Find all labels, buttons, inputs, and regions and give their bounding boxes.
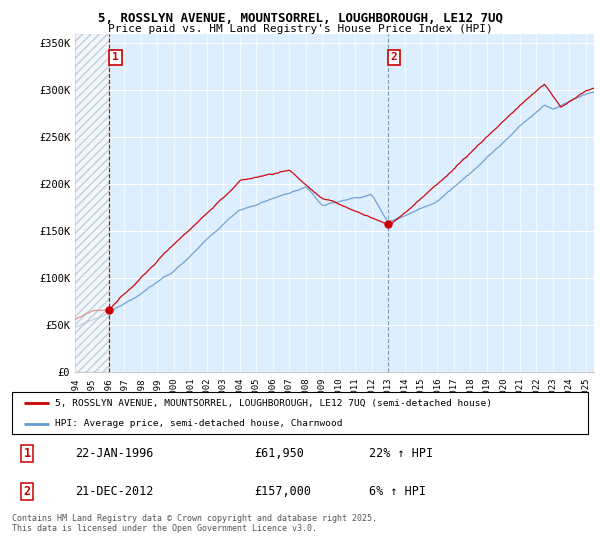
Text: 5, ROSSLYN AVENUE, MOUNTSORREL, LOUGHBOROUGH, LE12 7UQ: 5, ROSSLYN AVENUE, MOUNTSORREL, LOUGHBOR… <box>97 12 503 25</box>
Text: 5, ROSSLYN AVENUE, MOUNTSORREL, LOUGHBOROUGH, LE12 7UQ (semi-detached house): 5, ROSSLYN AVENUE, MOUNTSORREL, LOUGHBOR… <box>55 399 492 408</box>
Text: HPI: Average price, semi-detached house, Charnwood: HPI: Average price, semi-detached house,… <box>55 419 343 428</box>
Text: 22% ↑ HPI: 22% ↑ HPI <box>369 447 433 460</box>
Text: £157,000: £157,000 <box>254 485 311 498</box>
Text: 22-JAN-1996: 22-JAN-1996 <box>76 447 154 460</box>
Bar <box>75 34 109 372</box>
Text: 2: 2 <box>391 53 398 62</box>
Text: 1: 1 <box>112 53 119 62</box>
Text: 21-DEC-2012: 21-DEC-2012 <box>76 485 154 498</box>
Text: Price paid vs. HM Land Registry's House Price Index (HPI): Price paid vs. HM Land Registry's House … <box>107 24 493 34</box>
Text: Contains HM Land Registry data © Crown copyright and database right 2025.
This d: Contains HM Land Registry data © Crown c… <box>12 514 377 534</box>
Text: 6% ↑ HPI: 6% ↑ HPI <box>369 485 426 498</box>
Text: 1: 1 <box>23 447 31 460</box>
Text: 2: 2 <box>23 485 31 498</box>
Text: £61,950: £61,950 <box>254 447 304 460</box>
